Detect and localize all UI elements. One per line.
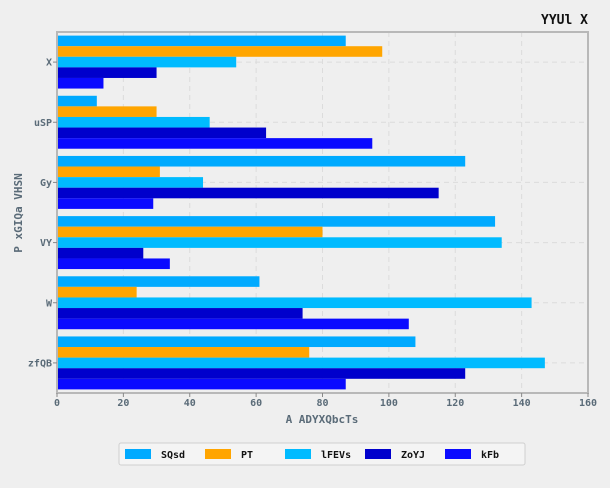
x-axis-label: A ADYXQbcTs	[286, 413, 359, 426]
bar	[57, 166, 160, 178]
bar	[57, 226, 323, 238]
chart-title: YYUl X	[541, 13, 588, 28]
bar	[57, 357, 545, 369]
x-tick-label: 80	[316, 398, 328, 409]
bar	[57, 127, 267, 139]
bar	[57, 216, 496, 227]
legend-swatch	[125, 449, 151, 459]
x-tick-label: 160	[579, 398, 597, 409]
bar	[57, 286, 137, 298]
bar	[57, 237, 502, 248]
bar	[57, 297, 532, 309]
bar	[57, 368, 466, 379]
y-tick-label: VY	[40, 238, 52, 249]
y-tick-label: Gy	[40, 178, 52, 189]
bar	[57, 318, 409, 330]
bar	[57, 155, 466, 167]
bar	[57, 308, 303, 319]
bar	[57, 77, 104, 89]
bar	[57, 67, 157, 78]
bar	[57, 378, 346, 390]
bar	[57, 46, 383, 57]
bar	[57, 177, 204, 188]
x-tick-label: 140	[513, 398, 531, 409]
x-tick-label: 0	[54, 398, 60, 409]
bar	[57, 56, 237, 68]
bar	[57, 198, 154, 209]
x-tick-label: 20	[117, 398, 129, 409]
bar	[57, 138, 373, 149]
legend-box	[118, 442, 526, 466]
y-tick-label: W	[46, 298, 53, 309]
legend-label: SQsd	[161, 450, 185, 461]
y-tick-label: zfQB	[28, 358, 52, 369]
bar	[57, 35, 346, 47]
legend-label: ZoYJ	[401, 450, 425, 461]
legend-label: kFb	[481, 450, 499, 461]
legend: SQsd PT lFEVs ZoYJ kFb	[118, 442, 526, 466]
y-tick-label: X	[46, 58, 52, 69]
legend-swatch	[285, 449, 311, 459]
bar	[57, 347, 310, 358]
bars-layer	[57, 35, 545, 390]
legend-swatch	[365, 449, 391, 459]
x-tick-label: 40	[184, 398, 196, 409]
bar	[57, 106, 157, 117]
bar	[57, 95, 97, 107]
bar	[57, 187, 439, 199]
x-tick-label: 120	[446, 398, 464, 409]
legend-label: PT	[241, 450, 253, 461]
x-tick-label: 60	[250, 398, 262, 409]
bar	[57, 258, 170, 270]
bar	[57, 276, 260, 287]
bar	[57, 336, 416, 348]
y-tick-label: uSP	[34, 118, 52, 129]
legend-swatch	[445, 449, 471, 459]
y-axis-label: P xGIQa VHSN	[12, 173, 25, 252]
x-tick-label: 100	[380, 398, 398, 409]
legend-label: lFEVs	[321, 450, 351, 461]
bar	[57, 116, 210, 128]
bar	[57, 247, 144, 259]
legend-swatch	[205, 449, 231, 459]
